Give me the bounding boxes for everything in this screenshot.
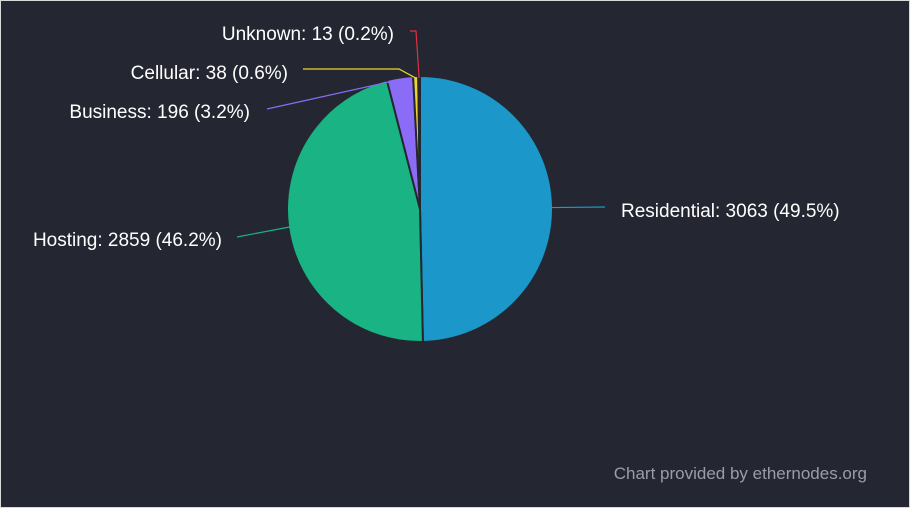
slice-labels: Residential: 3063 (49.5%) Hosting: 2859 (… — [33, 24, 840, 251]
leader-line-residential — [550, 206, 606, 209]
leader-lines — [236, 30, 606, 238]
slice-label-cellular: Cellular: 38 (0.6%) — [131, 63, 288, 84]
leader-line-unknown — [410, 30, 420, 79]
slice-label-unknown: Unknown: 13 (0.2%) — [222, 24, 394, 45]
leader-line-business — [266, 78, 401, 110]
slice-label-business: Business: 196 (3.2%) — [69, 102, 250, 123]
leader-line-hosting — [236, 226, 291, 238]
pie-slice-residential[interactable] — [419, 75, 554, 343]
slice-label-hosting: Hosting: 2859 (46.2%) — [33, 230, 222, 251]
pie-slices — [286, 75, 554, 343]
leader-line-cellular — [303, 68, 417, 79]
chart-credit[interactable]: Chart provided by ethernodes.org — [614, 464, 867, 483]
slice-label-residential: Residential: 3063 (49.5%) — [621, 201, 840, 222]
